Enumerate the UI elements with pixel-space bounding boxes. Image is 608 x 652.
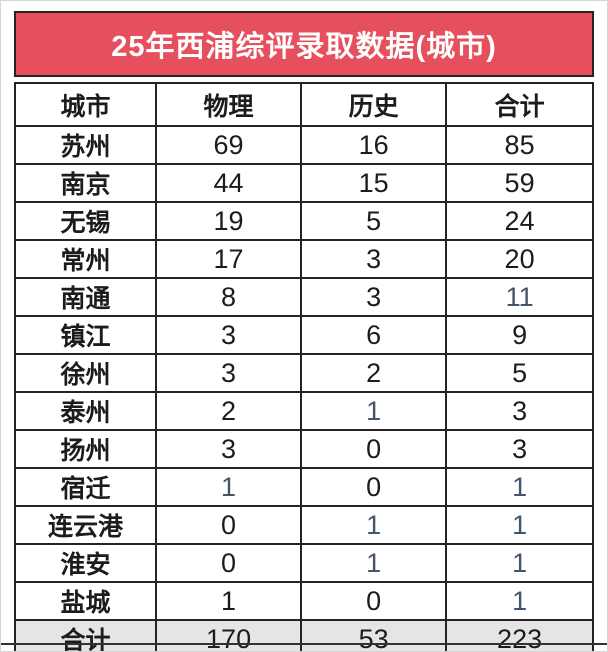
city-cell: 南京	[13, 163, 158, 203]
value-cell: 170	[155, 619, 303, 651]
table-row: 泰州 2 1 3	[13, 391, 594, 431]
total-label-cell: 合计	[13, 619, 158, 651]
table-row: 连云港 0 1 1	[13, 505, 594, 545]
city-cell: 苏州	[13, 125, 158, 165]
value-cell: 3	[155, 429, 303, 469]
table-row: 盐城 1 0 1	[13, 581, 594, 621]
city-cell: 盐城	[13, 581, 158, 621]
value-cell: 17	[155, 239, 303, 279]
table-row: 淮安 0 1 1	[13, 543, 594, 583]
value-cell: 0	[155, 505, 303, 545]
value-cell: 69	[155, 125, 303, 165]
city-cell: 南通	[13, 277, 158, 317]
value-cell: 16	[300, 125, 448, 165]
city-cell: 泰州	[13, 391, 158, 431]
value-cell: 6	[300, 315, 448, 355]
total-row: 合计 170 53 223	[13, 619, 594, 651]
table-row: 徐州 3 2 5	[13, 353, 594, 393]
value-cell: 1	[155, 467, 303, 507]
admissions-table: 城市 物理 历史 合计 苏州 69 16 85 南京 44 15 59 无锡 19 5 24 常州 17 3…	[13, 82, 594, 651]
value-cell: 3	[300, 239, 448, 279]
table-header: 城市 物理 历史 合计	[13, 82, 594, 127]
table-row: 镇江 3 6 9	[13, 315, 594, 355]
city-cell: 常州	[13, 239, 158, 279]
value-cell: 1	[300, 391, 448, 431]
city-cell: 镇江	[13, 315, 158, 355]
value-cell: 1	[445, 467, 594, 507]
column-header-physics: 物理	[155, 82, 303, 127]
value-cell: 19	[155, 201, 303, 241]
value-cell: 8	[155, 277, 303, 317]
value-cell: 1	[300, 543, 448, 583]
value-cell: 5	[300, 201, 448, 241]
table-title: 25年西浦综评录取数据(城市)	[14, 11, 594, 77]
column-header-history: 历史	[300, 82, 448, 127]
table-row: 常州 17 3 20	[13, 239, 594, 279]
city-cell: 徐州	[13, 353, 158, 393]
value-cell: 2	[300, 353, 448, 393]
city-cell: 连云港	[13, 505, 158, 545]
value-cell: 59	[445, 163, 594, 203]
value-cell: 15	[300, 163, 448, 203]
table-row: 扬州 3 0 3	[13, 429, 594, 469]
value-cell: 11	[445, 277, 594, 317]
value-cell: 0	[300, 581, 448, 621]
table-row: 南京 44 15 59	[13, 163, 594, 203]
value-cell: 3	[155, 353, 303, 393]
table-row: 南通 8 3 11	[13, 277, 594, 317]
value-cell: 20	[445, 239, 594, 279]
city-cell: 淮安	[13, 543, 158, 583]
column-header-city: 城市	[13, 82, 158, 127]
bottom-divider	[1, 643, 607, 645]
value-cell: 2	[155, 391, 303, 431]
column-header-total: 合计	[445, 82, 594, 127]
city-cell: 无锡	[13, 201, 158, 241]
value-cell: 3	[155, 315, 303, 355]
city-cell: 扬州	[13, 429, 158, 469]
value-cell: 3	[300, 277, 448, 317]
value-cell: 1	[155, 581, 303, 621]
table-body: 苏州 69 16 85 南京 44 15 59 无锡 19 5 24 常州 17 3 20 南通 8 3 11 镇江 3 6…	[13, 125, 594, 651]
header-row: 城市 物理 历史 合计	[13, 82, 594, 127]
value-cell: 1	[445, 543, 594, 583]
value-cell: 85	[445, 125, 594, 165]
value-cell: 44	[155, 163, 303, 203]
value-cell: 24	[445, 201, 594, 241]
value-cell: 1	[445, 581, 594, 621]
value-cell: 0	[300, 429, 448, 469]
value-cell: 3	[445, 429, 594, 469]
value-cell: 223	[445, 619, 594, 651]
value-cell: 5	[445, 353, 594, 393]
table-row: 苏州 69 16 85	[13, 125, 594, 165]
value-cell: 0	[300, 467, 448, 507]
table-row: 无锡 19 5 24	[13, 201, 594, 241]
value-cell: 1	[445, 505, 594, 545]
value-cell: 3	[445, 391, 594, 431]
value-cell: 9	[445, 315, 594, 355]
table-row: 宿迁 1 0 1	[13, 467, 594, 507]
city-cell: 宿迁	[13, 467, 158, 507]
value-cell: 53	[300, 619, 448, 651]
value-cell: 1	[300, 505, 448, 545]
value-cell: 0	[155, 543, 303, 583]
